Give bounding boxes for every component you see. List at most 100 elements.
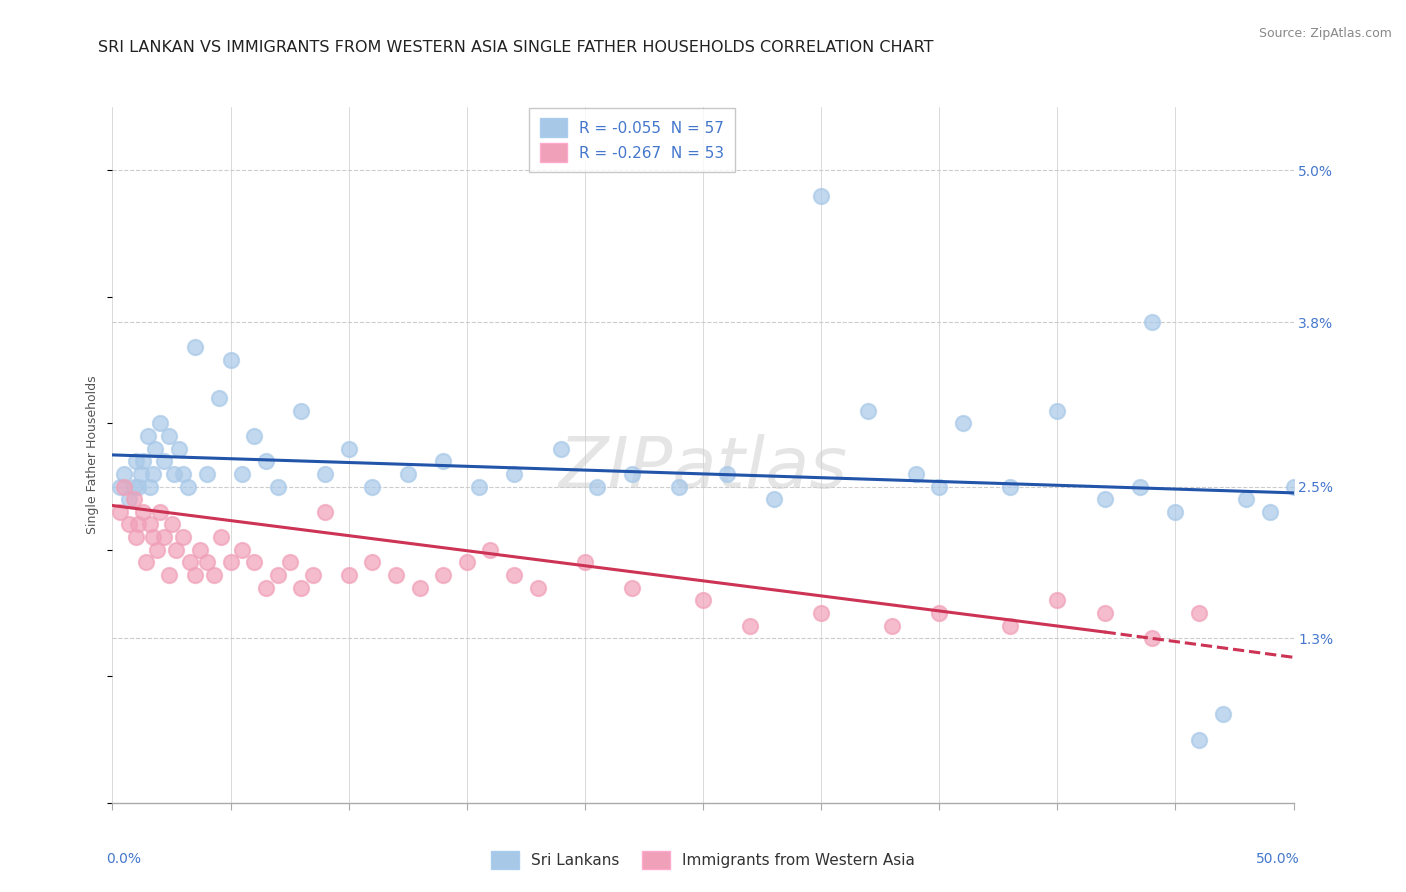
Point: [337, 568, 360, 582]
Y-axis label: Single Father Households: Single Father Households: [86, 376, 100, 534]
Point: [143, 442, 166, 456]
Point: [621, 581, 644, 595]
Point: [157, 568, 180, 582]
Point: [118, 517, 141, 532]
Point: [467, 479, 489, 493]
Point: [904, 467, 927, 481]
Point: [810, 606, 832, 620]
Point: [810, 188, 832, 202]
Point: [998, 479, 1021, 493]
Point: [177, 479, 200, 493]
Point: [142, 530, 165, 544]
Point: [195, 467, 218, 481]
Point: [127, 517, 149, 532]
Point: [184, 568, 207, 582]
Point: [1140, 315, 1163, 329]
Point: [125, 454, 148, 468]
Point: [132, 505, 155, 519]
Point: [184, 340, 207, 354]
Point: [149, 505, 172, 519]
Point: [231, 467, 253, 481]
Point: [361, 479, 384, 493]
Point: [231, 542, 253, 557]
Point: [179, 556, 201, 570]
Point: [122, 479, 145, 493]
Point: [165, 542, 187, 557]
Point: [361, 556, 384, 570]
Point: [108, 505, 131, 519]
Point: [585, 479, 607, 493]
Point: [1188, 606, 1211, 620]
Point: [302, 568, 325, 582]
Point: [928, 479, 950, 493]
Point: [880, 618, 903, 632]
Point: [1046, 403, 1069, 417]
Point: [952, 417, 974, 431]
Point: [1094, 606, 1116, 620]
Point: [290, 581, 312, 595]
Point: [314, 505, 336, 519]
Point: [740, 618, 762, 632]
Point: [188, 542, 211, 557]
Point: [153, 530, 176, 544]
Point: [314, 467, 336, 481]
Point: [112, 479, 135, 493]
Point: [668, 479, 690, 493]
Point: [243, 429, 266, 443]
Point: [118, 492, 141, 507]
Point: [716, 467, 738, 481]
Point: [1258, 505, 1281, 519]
Point: [172, 467, 194, 481]
Point: [219, 556, 242, 570]
Point: [146, 542, 169, 557]
Point: [267, 568, 290, 582]
Point: [928, 606, 950, 620]
Point: [550, 442, 572, 456]
Point: [127, 479, 149, 493]
Point: [1212, 707, 1234, 722]
Point: [209, 530, 232, 544]
Point: [858, 403, 880, 417]
Point: [125, 530, 148, 544]
Point: [692, 593, 714, 607]
Text: SRI LANKAN VS IMMIGRANTS FROM WESTERN ASIA SINGLE FATHER HOUSEHOLDS CORRELATION : SRI LANKAN VS IMMIGRANTS FROM WESTERN AS…: [98, 40, 934, 55]
Point: [408, 581, 430, 595]
Point: [149, 417, 172, 431]
Point: [762, 492, 785, 507]
Text: 0.0%: 0.0%: [107, 852, 142, 865]
Point: [243, 556, 266, 570]
Point: [112, 467, 135, 481]
Point: [503, 568, 526, 582]
Point: [122, 492, 145, 507]
Point: [1046, 593, 1069, 607]
Point: [337, 442, 360, 456]
Point: [139, 479, 162, 493]
Point: [503, 467, 526, 481]
Point: [621, 467, 644, 481]
Point: [396, 467, 419, 481]
Point: [254, 581, 277, 595]
Text: ZIPatlas: ZIPatlas: [558, 434, 848, 503]
Text: Source: ZipAtlas.com: Source: ZipAtlas.com: [1258, 27, 1392, 40]
Point: [108, 479, 131, 493]
Point: [290, 403, 312, 417]
Legend: Sri Lankans, Immigrants from Western Asia: Sri Lankans, Immigrants from Western Asi…: [482, 842, 924, 879]
Point: [208, 391, 231, 405]
Point: [132, 454, 155, 468]
Point: [574, 556, 596, 570]
Point: [278, 556, 301, 570]
Point: [172, 530, 194, 544]
Point: [195, 556, 218, 570]
Point: [219, 353, 242, 368]
Point: [1188, 732, 1211, 747]
Point: [153, 454, 176, 468]
Point: [167, 442, 190, 456]
Point: [135, 556, 157, 570]
Point: [385, 568, 408, 582]
Point: [456, 556, 478, 570]
Point: [1094, 492, 1116, 507]
Point: [139, 517, 162, 532]
Point: [142, 467, 165, 481]
Point: [432, 454, 454, 468]
Point: [526, 581, 548, 595]
